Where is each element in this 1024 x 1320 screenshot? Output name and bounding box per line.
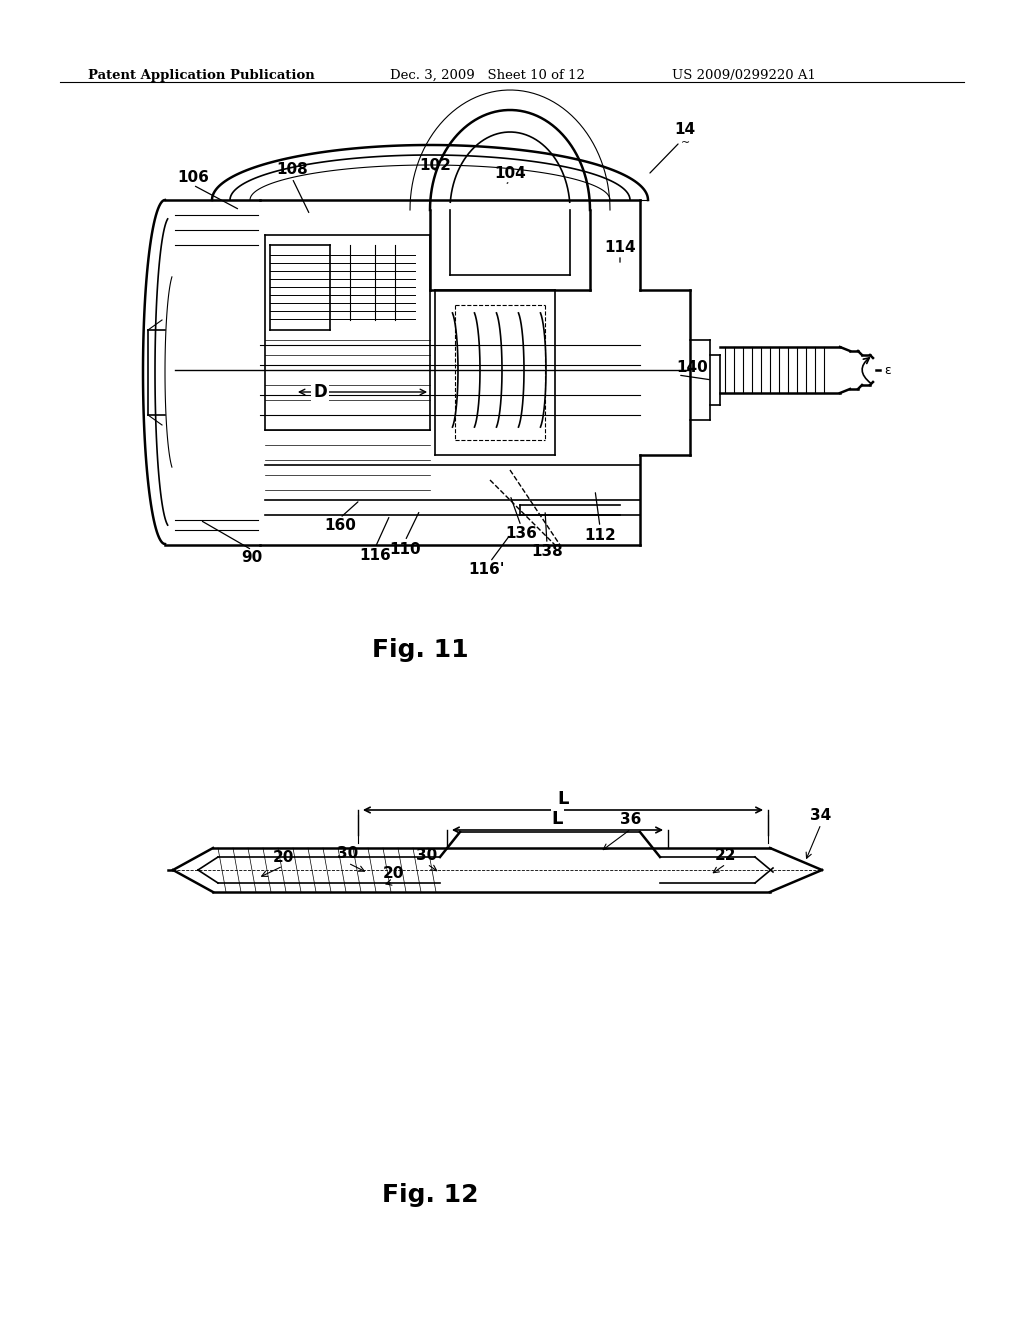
Text: 114: 114: [604, 239, 636, 255]
Text: Patent Application Publication: Patent Application Publication: [88, 69, 314, 82]
Text: L: L: [557, 789, 568, 808]
Text: 138: 138: [531, 544, 563, 560]
Text: 160: 160: [324, 519, 356, 533]
Text: 30: 30: [417, 847, 437, 862]
Text: 116': 116': [469, 562, 505, 578]
Text: 20: 20: [382, 866, 403, 880]
Text: US 2009/0299220 A1: US 2009/0299220 A1: [672, 69, 816, 82]
Text: 140: 140: [676, 360, 708, 375]
Text: 30: 30: [337, 846, 358, 862]
Text: Fig. 12: Fig. 12: [382, 1183, 478, 1206]
Text: 136: 136: [505, 527, 537, 541]
Text: 34: 34: [810, 808, 831, 822]
Text: 108: 108: [276, 162, 308, 177]
Text: 104: 104: [495, 165, 526, 181]
Text: 36: 36: [621, 813, 642, 828]
Text: 102: 102: [419, 157, 451, 173]
Text: L: L: [552, 810, 563, 828]
Text: D: D: [313, 383, 327, 401]
Text: ~: ~: [680, 139, 689, 148]
Text: 116: 116: [359, 549, 391, 564]
Text: 22: 22: [715, 847, 736, 862]
Text: 14: 14: [675, 123, 695, 137]
Text: 20: 20: [272, 850, 294, 865]
Text: 106: 106: [177, 169, 209, 185]
Text: 110: 110: [389, 541, 421, 557]
Text: 90: 90: [242, 550, 262, 565]
Text: Dec. 3, 2009   Sheet 10 of 12: Dec. 3, 2009 Sheet 10 of 12: [390, 69, 585, 82]
Text: Fig. 11: Fig. 11: [372, 638, 468, 663]
Text: 112: 112: [584, 528, 615, 543]
Text: ε: ε: [884, 363, 891, 376]
